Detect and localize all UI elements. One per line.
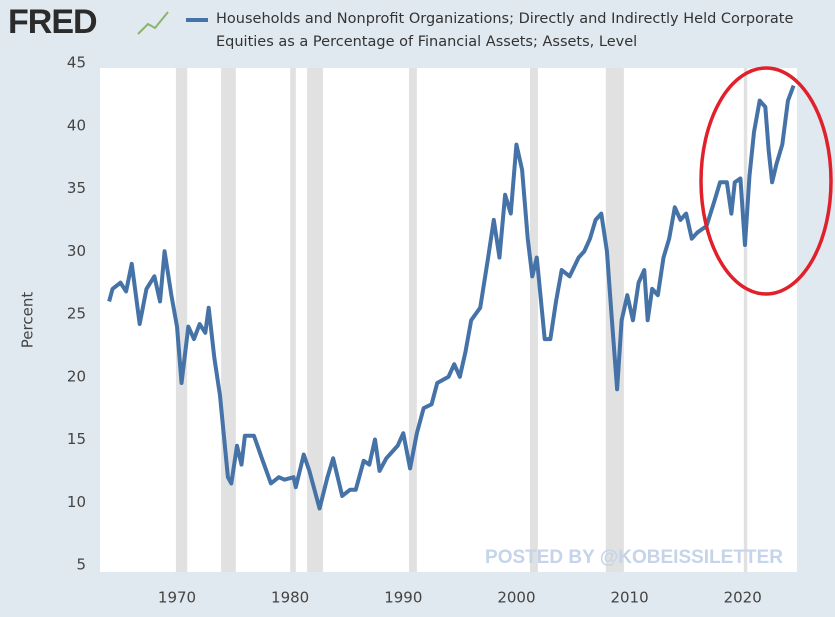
y-axis-label: Percent [19, 292, 37, 349]
recession-band [408, 68, 417, 572]
recession-band [743, 68, 748, 572]
y-tick-label: 10 [67, 493, 86, 511]
highlight-ellipse [699, 66, 833, 296]
y-tick-label: 40 [67, 116, 86, 134]
y-tick-label: 20 [67, 367, 86, 385]
data-line [107, 84, 796, 511]
recession-band [307, 68, 323, 572]
logo: FRED [8, 3, 97, 41]
y-tick-label: 5 [76, 556, 86, 574]
recession-band [605, 68, 624, 572]
x-tick-label: 1970 [158, 589, 196, 607]
recession-band [221, 68, 236, 572]
logo-icon [137, 11, 169, 35]
y-tick-label: 25 [67, 305, 86, 323]
x-tick-label: 1990 [384, 589, 422, 607]
watermark: POSTED BY @KOBEISSILETTER [485, 547, 783, 568]
plot [107, 68, 796, 572]
x-tick-label: 2000 [497, 589, 535, 607]
x-tick-label: 2020 [724, 589, 762, 607]
legend-label: Households and Nonprofit Organizations; … [216, 11, 794, 50]
x-tick-label: 1980 [271, 589, 309, 607]
recession-band [175, 68, 188, 572]
recession-band [529, 68, 538, 572]
x-tick-label: 2010 [610, 589, 648, 607]
y-tick-label: 35 [67, 179, 86, 197]
y-tick-label: 30 [67, 242, 86, 260]
y-tick-label: 45 [67, 54, 86, 72]
y-tick-label: 15 [67, 430, 86, 448]
recession-band [290, 68, 296, 572]
plot-area [100, 68, 797, 572]
